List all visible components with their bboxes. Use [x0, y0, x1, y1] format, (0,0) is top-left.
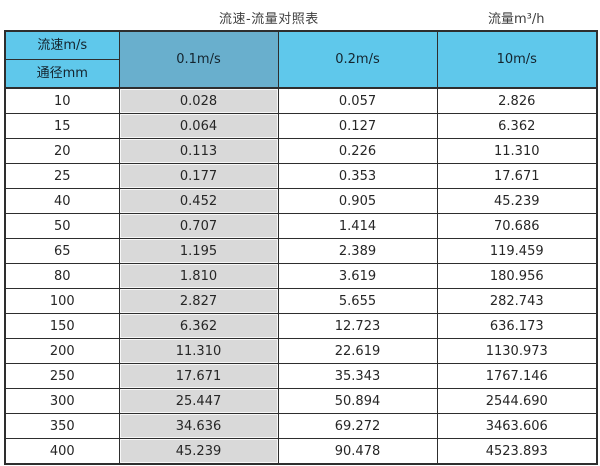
- titlebar: 流速-流量对照表 流量m³/h: [0, 0, 600, 30]
- table-header: 流速m/s 0.1m/s 0.2m/s 10m/s 通径mm: [4, 30, 598, 89]
- flow-value-10ms-cell: 2.826: [436, 87, 598, 114]
- flow-value-0-1ms-cell: 34.636: [118, 413, 279, 439]
- flow-value-10ms-cell: 2544.690: [436, 388, 598, 414]
- diameter-cell: 200: [4, 338, 120, 364]
- table-row: 80 1.810 3.619 180.956: [4, 263, 598, 289]
- flow-value-0-2ms-cell: 5.655: [277, 288, 438, 314]
- column-header-0-2ms: 0.2m/s: [277, 30, 438, 89]
- flow-unit-label: 流量m³/h: [488, 12, 545, 27]
- column-header-10ms: 10m/s: [436, 30, 598, 89]
- flow-value-0-2ms-cell: 0.353: [277, 163, 438, 189]
- flow-value-10ms-cell: 180.956: [436, 263, 598, 289]
- flow-value-10ms-cell: 70.686: [436, 213, 598, 239]
- table-row: 200 11.310 22.619 1130.973: [4, 338, 598, 364]
- flow-value-0-1ms-cell: 0.452: [118, 188, 279, 214]
- flow-value-10ms-cell: 636.173: [436, 313, 598, 339]
- table-row: 150 6.362 12.723 636.173: [4, 313, 598, 339]
- flow-value-0-1ms-cell: 1.195: [118, 238, 279, 264]
- table-row: 100 2.827 5.655 282.743: [4, 288, 598, 314]
- flow-value-0-1ms-cell: 17.671: [118, 363, 279, 389]
- flow-value-0-1ms-cell: 25.447: [118, 388, 279, 414]
- table-row: 40 0.452 0.905 45.239: [4, 188, 598, 214]
- flow-value-0-1ms-cell: 2.827: [118, 288, 279, 314]
- flow-value-10ms-cell: 17.671: [436, 163, 598, 189]
- diameter-cell: 150: [4, 313, 120, 339]
- table-row: 15 0.064 0.127 6.362: [4, 113, 598, 139]
- flow-value-0-2ms-cell: 12.723: [277, 313, 438, 339]
- flow-value-0-2ms-cell: 3.619: [277, 263, 438, 289]
- flow-value-0-1ms-cell: 6.362: [118, 313, 279, 339]
- flow-value-10ms-cell: 3463.606: [436, 413, 598, 439]
- page-title: 流速-流量对照表: [219, 12, 319, 27]
- table-row: 50 0.707 1.414 70.686: [4, 213, 598, 239]
- diameter-cell: 350: [4, 413, 120, 439]
- flow-value-10ms-cell: 282.743: [436, 288, 598, 314]
- flow-value-10ms-cell: 1767.146: [436, 363, 598, 389]
- flow-value-0-1ms-cell: 0.707: [118, 213, 279, 239]
- column-header-0-1ms: 0.1m/s: [118, 30, 279, 89]
- flow-value-0-1ms-cell: 11.310: [118, 338, 279, 364]
- flow-value-0-2ms-cell: 0.057: [277, 87, 438, 114]
- flow-value-10ms-cell: 45.239: [436, 188, 598, 214]
- flow-value-0-1ms-cell: 0.177: [118, 163, 279, 189]
- table-row: 250 17.671 35.343 1767.146: [4, 363, 598, 389]
- diameter-cell: 10: [4, 87, 120, 114]
- flow-value-0-2ms-cell: 35.343: [277, 363, 438, 389]
- diameter-cell: 20: [4, 138, 120, 164]
- table-body: 10 0.028 0.057 2.826 15 0.064 0.127 6.362 20 0.11…: [4, 87, 598, 465]
- table-row: 20 0.113 0.226 11.310: [4, 138, 598, 164]
- table-row: 25 0.177 0.353 17.671: [4, 163, 598, 189]
- flow-value-10ms-cell: 119.459: [436, 238, 598, 264]
- flow-value-0-2ms-cell: 69.272: [277, 413, 438, 439]
- flow-value-10ms-cell: 11.310: [436, 138, 598, 164]
- diameter-cell: 300: [4, 388, 120, 414]
- flow-value-10ms-cell: 4523.893: [436, 438, 598, 465]
- diameter-cell: 80: [4, 263, 120, 289]
- table-row: 400 45.239 90.478 4523.893: [4, 438, 598, 465]
- flow-value-10ms-cell: 6.362: [436, 113, 598, 139]
- flow-value-0-1ms-cell: 0.113: [118, 138, 279, 164]
- flow-rate-table: 流速m/s 0.1m/s 0.2m/s 10m/s 通径mm 10 0.028 0.…: [4, 30, 598, 465]
- diameter-cell: 40: [4, 188, 120, 214]
- flow-value-0-1ms-cell: 1.810: [118, 263, 279, 289]
- diameter-cell: 50: [4, 213, 120, 239]
- flow-value-0-2ms-cell: 22.619: [277, 338, 438, 364]
- flow-value-10ms-cell: 1130.973: [436, 338, 598, 364]
- flow-value-0-1ms-cell: 45.239: [118, 438, 279, 465]
- diameter-cell: 15: [4, 113, 120, 139]
- table-row: 10 0.028 0.057 2.826: [4, 87, 598, 114]
- flow-value-0-2ms-cell: 50.894: [277, 388, 438, 414]
- table-row: 350 34.636 69.272 3463.606: [4, 413, 598, 439]
- flow-value-0-2ms-cell: 0.905: [277, 188, 438, 214]
- flow-value-0-1ms-cell: 0.064: [118, 113, 279, 139]
- flow-value-0-2ms-cell: 90.478: [277, 438, 438, 465]
- flow-value-0-2ms-cell: 0.127: [277, 113, 438, 139]
- diameter-cell: 100: [4, 288, 120, 314]
- flow-value-0-2ms-cell: 1.414: [277, 213, 438, 239]
- flow-value-0-1ms-cell: 0.028: [118, 87, 279, 114]
- velocity-axis-header: 流速m/s: [4, 30, 120, 60]
- diameter-cell: 25: [4, 163, 120, 189]
- diameter-axis-header: 通径mm: [4, 59, 120, 89]
- table-row: 300 25.447 50.894 2544.690: [4, 388, 598, 414]
- flow-value-0-2ms-cell: 2.389: [277, 238, 438, 264]
- flow-value-0-2ms-cell: 0.226: [277, 138, 438, 164]
- diameter-cell: 250: [4, 363, 120, 389]
- diameter-cell: 65: [4, 238, 120, 264]
- diameter-cell: 400: [4, 438, 120, 465]
- table-row: 65 1.195 2.389 119.459: [4, 238, 598, 264]
